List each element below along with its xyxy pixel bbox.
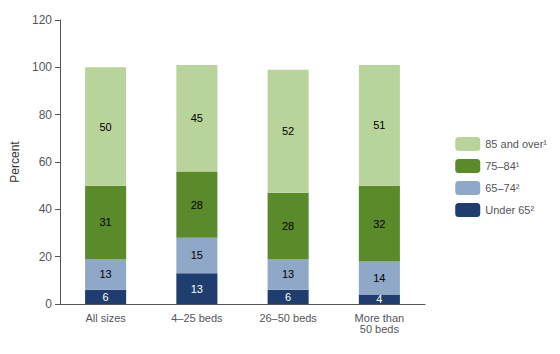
svg-text:80: 80: [39, 108, 53, 122]
svg-text:All sizes: All sizes: [85, 312, 126, 324]
svg-text:Under 65²: Under 65²: [485, 204, 534, 216]
svg-text:13: 13: [100, 268, 112, 280]
svg-text:28: 28: [191, 199, 203, 211]
svg-text:100: 100: [32, 60, 52, 74]
svg-text:40: 40: [39, 202, 53, 216]
svg-text:6: 6: [285, 291, 291, 303]
svg-text:26–50 beds: 26–50 beds: [259, 312, 317, 324]
svg-text:4–25 beds: 4–25 beds: [171, 312, 223, 324]
svg-text:20: 20: [39, 250, 53, 264]
svg-text:32: 32: [373, 218, 385, 230]
svg-text:51: 51: [373, 119, 385, 131]
svg-text:65–74²: 65–74²: [485, 182, 520, 194]
svg-text:28: 28: [282, 220, 294, 232]
svg-text:15: 15: [191, 249, 203, 261]
svg-text:50 beds: 50 beds: [360, 323, 400, 335]
svg-text:14: 14: [373, 272, 385, 284]
svg-text:120: 120: [32, 13, 52, 27]
svg-text:31: 31: [100, 216, 112, 228]
svg-text:45: 45: [191, 112, 203, 124]
svg-text:50: 50: [100, 121, 112, 133]
svg-text:52: 52: [282, 125, 294, 137]
svg-text:4: 4: [376, 293, 382, 305]
svg-text:0: 0: [45, 297, 52, 311]
svg-text:60: 60: [39, 155, 53, 169]
svg-text:13: 13: [191, 283, 203, 295]
svg-text:13: 13: [282, 268, 294, 280]
svg-text:75–84¹: 75–84¹: [485, 160, 520, 172]
svg-text:6: 6: [103, 291, 109, 303]
svg-text:More than: More than: [354, 311, 405, 324]
svg-text:Percent: Percent: [8, 141, 22, 183]
svg-text:85 and over¹: 85 and over¹: [485, 138, 547, 150]
